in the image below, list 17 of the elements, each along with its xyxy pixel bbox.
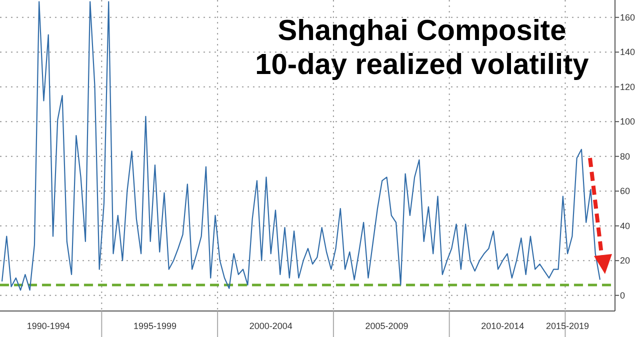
text: 10-day realized volatility — [255, 49, 589, 81]
y-tick-label: 100 — [620, 116, 636, 127]
x-tick-label: 1990-1994 — [26, 321, 70, 331]
x-tick-label: 2010-2014 — [481, 321, 524, 331]
y-tick-label: 20 — [620, 256, 630, 266]
x-tick-label: 1995-1999 — [133, 321, 176, 331]
y-tick-label: 120 — [620, 82, 636, 92]
x-tick-label: 2015-2019 — [546, 321, 590, 331]
text: Shanghai Composite — [278, 15, 566, 47]
y-tick-label: 0 — [620, 290, 626, 300]
y-tick-label: 60 — [620, 186, 630, 196]
y-tick-label: 160 — [620, 12, 636, 22]
y-tick-label: 80 — [620, 151, 630, 162]
x-tick-label: 2005-2009 — [365, 321, 408, 331]
y-tick-label: 40 — [620, 220, 630, 231]
x-tick-label: 2000-2004 — [249, 321, 292, 331]
y-tick-label: 140 — [620, 47, 636, 58]
